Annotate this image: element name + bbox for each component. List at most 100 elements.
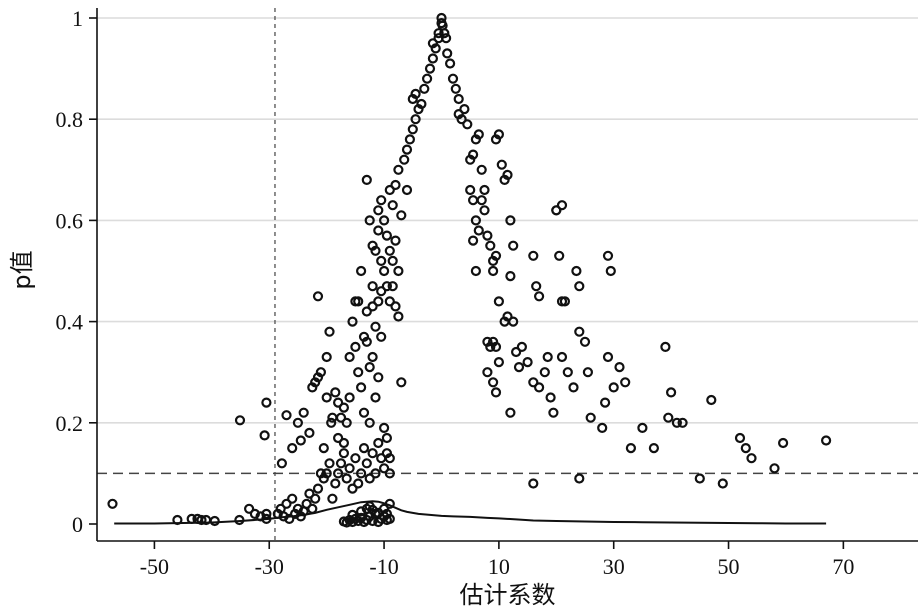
data-point: [347, 316, 358, 327]
data-point: [777, 437, 789, 449]
data-point: [358, 407, 370, 418]
data-point: [427, 53, 438, 64]
data-point: [373, 437, 384, 449]
reference-lines: [97, 8, 918, 541]
data-point: [453, 93, 464, 105]
data-point: [364, 362, 375, 373]
data-point: [350, 341, 361, 352]
data-point: [361, 306, 372, 317]
data-point: [335, 412, 347, 423]
data-point: [307, 503, 318, 514]
x-tick-label: 50: [718, 554, 740, 579]
data-point: [381, 230, 392, 241]
data-point: [234, 514, 245, 526]
data-point: [327, 412, 338, 423]
data-point: [665, 387, 677, 398]
data-point: [367, 301, 378, 312]
data-point: [416, 98, 427, 110]
data-point: [376, 255, 387, 266]
data-point: [539, 367, 550, 378]
data-point: [379, 265, 390, 277]
data-point: [479, 205, 490, 216]
data-point: [261, 508, 272, 520]
data-point: [533, 291, 545, 302]
data-point: [556, 200, 568, 211]
data-point: [367, 351, 378, 363]
data-point: [548, 407, 559, 418]
data-point: [361, 336, 372, 347]
data-point: [373, 225, 384, 236]
x-axis-title: 估计系数: [460, 581, 556, 609]
data-point: [562, 367, 573, 378]
data-point: [441, 33, 452, 44]
data-point: [605, 265, 616, 277]
tick-labels: 0 0.2 0.4 0.6 0.8 1 -50 -30 -10 10 30 50 70: [56, 6, 855, 579]
data-point: [648, 443, 660, 454]
data-point: [330, 478, 341, 489]
data-point: [528, 478, 539, 489]
data-point: [356, 382, 367, 393]
data-point: [384, 498, 395, 509]
data-point: [442, 48, 453, 59]
x-tick-label: 10: [488, 554, 510, 579]
data-point: [384, 296, 395, 307]
data-point: [261, 513, 272, 525]
data-point: [373, 507, 384, 519]
data-point: [571, 265, 582, 277]
data-point: [387, 281, 398, 292]
data-point: [401, 184, 413, 196]
data-point: [373, 296, 384, 307]
data-point: [473, 225, 484, 236]
data-point: [470, 215, 481, 226]
data-point: [579, 336, 591, 347]
data-point: [582, 367, 594, 378]
data-point: [310, 493, 321, 504]
data-point: [324, 326, 335, 337]
data-point: [353, 367, 364, 378]
data-point: [364, 417, 375, 428]
data-point: [281, 410, 292, 421]
data-point: [614, 362, 625, 373]
data-point: [734, 432, 746, 444]
data-point: [333, 468, 344, 479]
data-point: [445, 58, 456, 69]
data-point: [447, 73, 459, 84]
data-point: [625, 443, 637, 454]
data-point: [287, 493, 298, 504]
data-point: [393, 265, 404, 277]
data-point: [318, 443, 329, 454]
data-point: [376, 286, 387, 297]
data-point: [430, 43, 441, 54]
data-point: [347, 509, 358, 521]
data-point: [350, 453, 361, 464]
data-point: [361, 174, 372, 185]
data-point: [608, 382, 619, 393]
data-point: [505, 407, 516, 418]
data-point: [324, 458, 335, 469]
data-point: [602, 351, 614, 363]
data-point: [502, 169, 513, 180]
data-point: [379, 463, 390, 474]
data-point: [370, 392, 381, 403]
data-point: [276, 458, 287, 469]
data-point: [367, 448, 378, 459]
data-point: [476, 164, 487, 175]
data-point: [399, 154, 410, 165]
y-tick-label: 0.8: [56, 107, 84, 132]
data-point: [376, 195, 387, 206]
data-points: [107, 12, 832, 528]
data-point: [390, 301, 401, 312]
data-point: [479, 184, 490, 196]
data-point: [490, 387, 502, 398]
data-point: [244, 503, 255, 514]
data-point: [620, 377, 631, 388]
data-point: [364, 215, 375, 226]
data-point: [663, 412, 674, 423]
data-point: [321, 468, 332, 479]
data-point: [304, 488, 315, 499]
data-point: [249, 508, 260, 520]
data-point: [321, 351, 332, 363]
data-point: [261, 397, 272, 408]
data-point: [344, 463, 355, 474]
y-tick-label: 0.6: [56, 208, 84, 233]
